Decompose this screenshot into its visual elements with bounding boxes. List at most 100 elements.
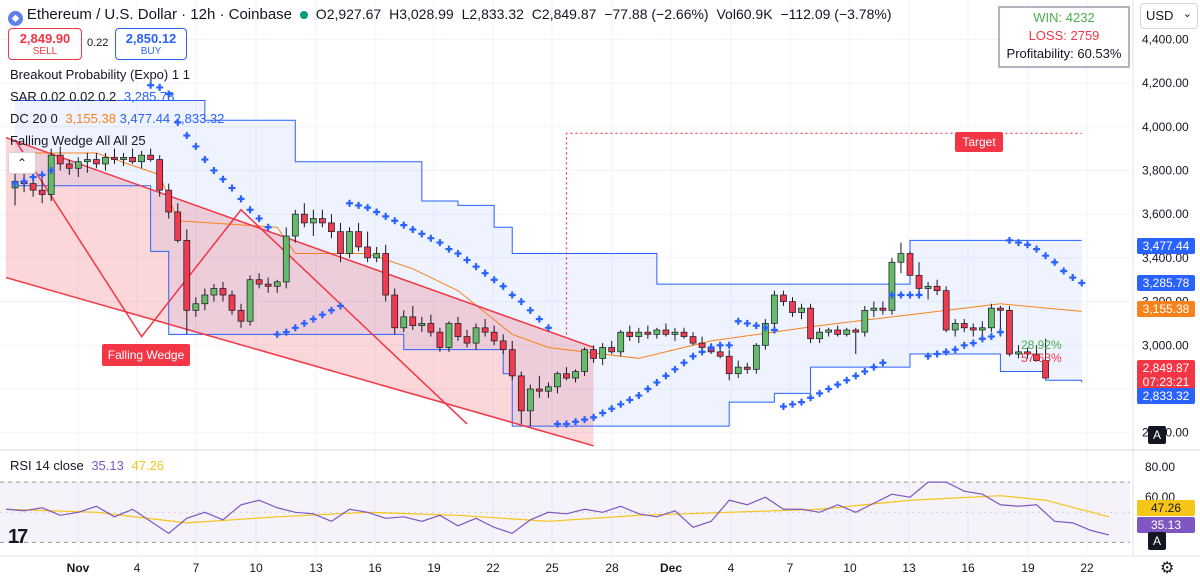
candle-body (771, 294, 778, 324)
grid (0, 0, 1130, 556)
candle-body (364, 246, 371, 259)
wedge-fill (6, 137, 594, 446)
sar-dot (590, 413, 598, 421)
candle-body (906, 253, 914, 276)
indicator-name: Breakout Probability (Expo) 1 1 (10, 67, 190, 82)
sar-dot (517, 298, 525, 306)
sar-dots (11, 81, 1086, 428)
candle-body (490, 331, 498, 342)
sar-dot (562, 420, 570, 428)
candle-body (526, 388, 534, 412)
time-tick-label: Nov (67, 561, 90, 575)
candle-body (933, 285, 941, 292)
rsi-auto-scale-button[interactable]: A (1148, 532, 1166, 550)
time-tick-label: 16 (368, 561, 382, 575)
gear-icon[interactable]: ⚙ (1160, 560, 1175, 577)
candle-body (852, 329, 860, 333)
time-tick-label: 7 (787, 561, 794, 575)
candle-body (870, 307, 878, 311)
sar-dot (852, 372, 860, 380)
volume-change: −112.09 (−3.78%) (780, 6, 892, 22)
price-tick-label: 3,800.00 (1142, 163, 1189, 177)
sar-value: 3,285.78 (123, 89, 175, 104)
collapse-legend-button[interactable]: ⌃ (8, 152, 36, 174)
sar-dot (454, 250, 462, 258)
rsi-legend[interactable]: RSI 14 close 35.13 47.26 (10, 458, 164, 473)
price-tick-label: 4,000.00 (1142, 120, 1189, 134)
sar-dot (264, 223, 272, 231)
rsi-tick-label: 80.00 (1145, 460, 1175, 474)
sar-dot (535, 315, 543, 323)
sar-dot (291, 324, 299, 332)
indicator-falling-wedge[interactable]: Falling Wedge All All 25 (10, 133, 146, 148)
sar-dot (960, 341, 968, 349)
candle-body (391, 294, 399, 329)
sar-tag: 3,285.78 (1137, 275, 1195, 291)
candle-body (84, 159, 91, 163)
breakout-prob-up: 28.92% (1021, 338, 1062, 352)
buy-button[interactable]: 2,850.12 BUY (115, 28, 187, 60)
candle-body (427, 323, 435, 333)
candle-body (156, 159, 164, 191)
sar-dot (20, 177, 28, 185)
sar-dot (481, 269, 489, 277)
candle-body (472, 327, 480, 344)
candle-body (743, 366, 751, 370)
candle-body (74, 161, 82, 169)
candle-body (201, 294, 209, 305)
last-price-tag: 2,849.87 (1137, 360, 1195, 376)
buy-label: BUY (140, 46, 162, 57)
sell-label: SELL (32, 46, 58, 57)
change-value: −77.88 (−2.66%) (604, 6, 709, 22)
price-tick-label: 3,000.00 (1142, 338, 1189, 352)
auto-scale-button[interactable]: A (1148, 426, 1166, 444)
sell-price: 2,849.90 (19, 31, 71, 46)
sar-dot (1042, 252, 1050, 260)
donchian-lower-line (15, 185, 1083, 427)
sar-dot (418, 230, 426, 238)
sar-dot (933, 350, 941, 358)
sar-dot (228, 184, 236, 192)
sar-dot (861, 368, 869, 376)
candle-body (689, 336, 697, 344)
target-line (565, 132, 1082, 335)
target-label: Target (955, 132, 1003, 152)
indicator-breakout[interactable]: Breakout Probability (Expo) 1 1 (10, 67, 190, 82)
time-tick-label: 22 (486, 561, 500, 575)
wedge-lower-line (5, 276, 594, 447)
chart-header: ◆ Ethereum / U.S. Dollar · 12h · Coinbas… (8, 6, 891, 26)
indicator-dc[interactable]: DC 20 0 3,155.38 3,477.44 2,833.32 (10, 111, 224, 126)
candle-body (93, 159, 100, 165)
candle-body (545, 386, 552, 392)
candle-body (879, 307, 887, 311)
time-tick-label: 13 (309, 561, 323, 575)
sar-dot (942, 348, 950, 356)
candle-body (780, 294, 787, 302)
sar-dot (725, 341, 733, 349)
currency-selector[interactable]: USD ⌄ (1140, 3, 1198, 29)
candle-body (554, 373, 561, 388)
sar-dot (734, 317, 742, 325)
candle-body (436, 331, 444, 348)
candle-body (210, 288, 218, 296)
sar-dot (526, 306, 534, 314)
sar-dot (978, 335, 986, 343)
sar-dot (879, 359, 887, 367)
candle-body (183, 240, 191, 311)
sar-dot (355, 201, 363, 209)
indicator-sar[interactable]: SAR 0.02 0.02 0.2 3,285.78 (10, 89, 174, 104)
price-tick-label: 3,600.00 (1142, 207, 1189, 221)
candle-body (165, 189, 173, 213)
candle-body (463, 336, 471, 344)
sar-dot (1024, 241, 1032, 249)
candle-body (1015, 351, 1022, 355)
donchian-upper-line (15, 100, 1082, 285)
sar-dot (870, 363, 878, 371)
candle-body (888, 261, 896, 311)
sar-dot (11, 180, 19, 188)
symbol-title[interactable]: Ethereum / U.S. Dollar · 12h · Coinbase (26, 6, 293, 23)
candle-body (264, 283, 272, 287)
time-tick-label: 22 (1080, 561, 1094, 575)
sell-button[interactable]: 2,849.90 SELL (8, 28, 82, 60)
